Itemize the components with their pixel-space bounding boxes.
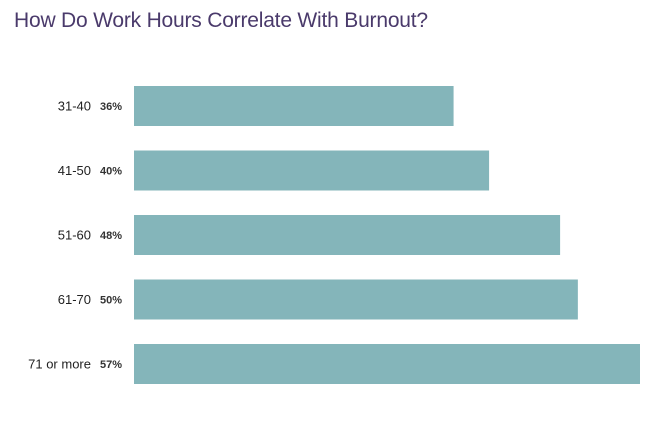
bar-3 xyxy=(134,215,561,255)
value-label-3: 48% xyxy=(100,230,122,242)
category-label-5: 71 or more xyxy=(28,357,91,372)
bar-4 xyxy=(134,279,578,320)
category-label-2: 41-50 xyxy=(58,163,91,178)
category-label-4: 61-70 xyxy=(58,292,91,307)
bar-1 xyxy=(134,86,454,126)
value-label-1: 36% xyxy=(100,101,122,113)
chart-title: How Do Work Hours Correlate With Burnout… xyxy=(14,9,428,32)
bar-5 xyxy=(134,344,640,384)
value-label-2: 40% xyxy=(100,166,122,178)
bar-2 xyxy=(134,150,490,191)
value-label-5: 57% xyxy=(100,359,122,371)
value-label-4: 50% xyxy=(100,295,122,307)
category-label-3: 51-60 xyxy=(58,228,91,243)
category-label-1: 31-40 xyxy=(58,99,91,114)
